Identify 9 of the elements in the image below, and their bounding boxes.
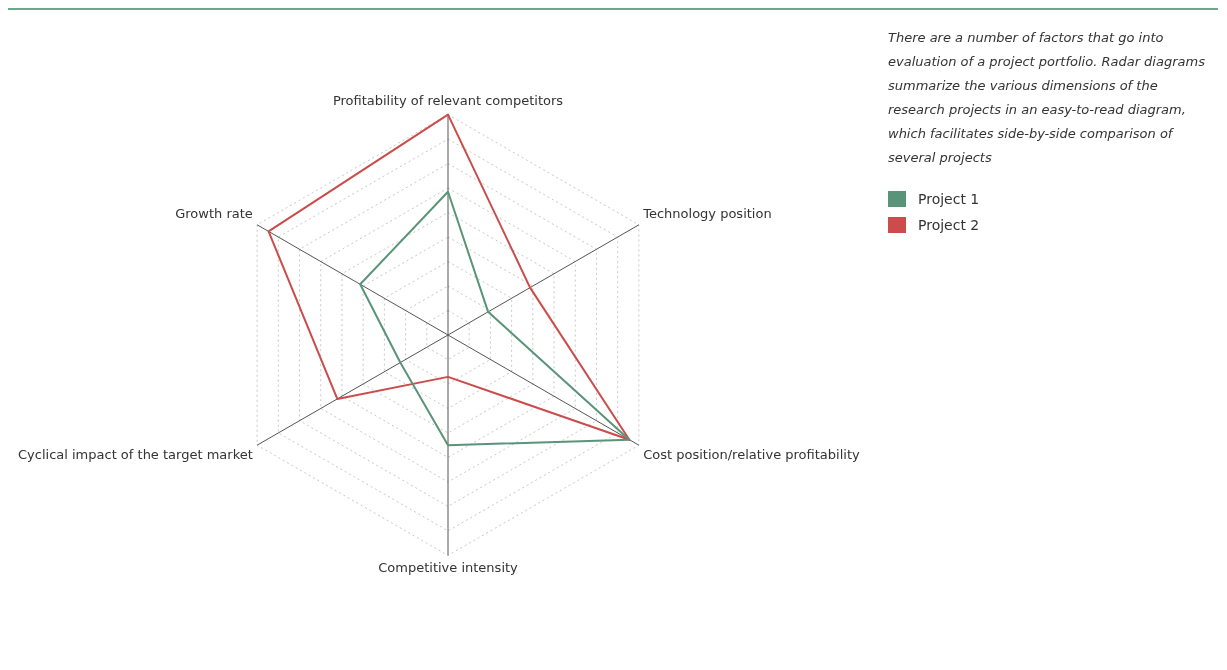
text: There are a number of factors that go into evaluation of a project portfolio. Radar diagrams summarize the various dimensions of the research projects in an easy-to-read diagram, which facilitates side-by-side comparison of several projects xyxy=(888,29,1206,167)
spoke-label: Competitive intensity xyxy=(378,559,519,575)
spoke-label: Cyclical impact of the target market xyxy=(18,446,253,462)
spoke-label: Profitability of relevant competitors xyxy=(332,93,564,109)
legend-label: Project 2 xyxy=(918,217,980,233)
legend-label: Project 1 xyxy=(918,191,980,207)
spoke-label: Cost position/relative profitability xyxy=(643,446,860,462)
spoke-label: Technology position xyxy=(642,205,772,221)
spoke-label: Growth rate xyxy=(175,205,253,221)
